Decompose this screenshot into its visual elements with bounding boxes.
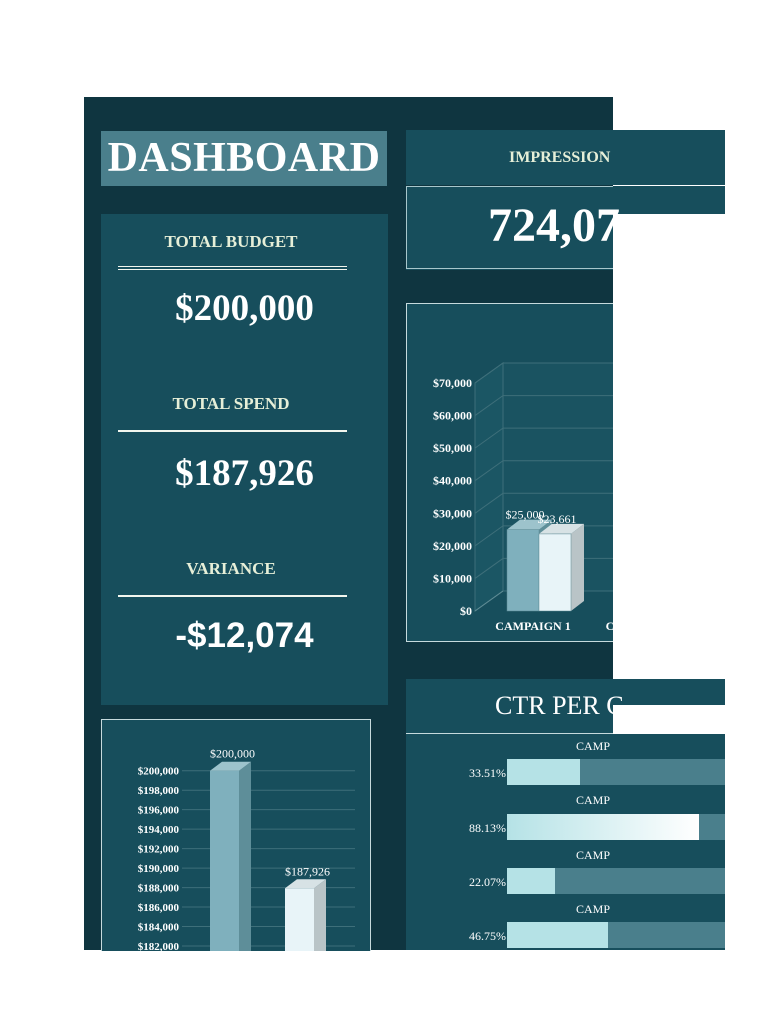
chart-bar <box>210 770 239 956</box>
ctr-row-label: CAMP <box>576 902 611 916</box>
budget-vs-spend-chart: $200,000 $198,000 $196,000 $194,000 $192,000… <box>101 719 371 956</box>
chart-y-tick-label: $198,000 <box>138 785 180 797</box>
chart-bar-top <box>539 523 584 534</box>
total-spend-value: $187,926 <box>175 453 314 494</box>
chart-gridline <box>474 492 614 514</box>
ctr-bar-track <box>507 814 725 840</box>
chart-bar <box>285 888 314 956</box>
ctr-row-percent: 22.07% <box>469 875 506 889</box>
ctr-row-percent: 88.13% <box>469 821 506 835</box>
ctr-bar-fill <box>507 922 608 948</box>
chart-gridline <box>474 395 614 416</box>
chart-y-tick-label: $194,000 <box>138 824 180 836</box>
page-edge <box>613 270 768 679</box>
ctr-title: CTR PER C <box>495 691 624 720</box>
chart-y-tick-label: $182,000 <box>138 941 180 951</box>
chart-bar-top <box>285 879 326 889</box>
chart-y-tick-label: $190,000 <box>138 863 180 875</box>
chart-y-tick-label: $10,000 <box>433 571 472 585</box>
chart-gridline <box>474 460 614 482</box>
chart-y-tick-label: $60,000 <box>433 409 472 423</box>
chart-y-tick-label: $20,000 <box>433 539 472 553</box>
chart-y-tick-label: $50,000 <box>433 441 472 455</box>
impressions-label: IMPRESSION <box>509 149 611 166</box>
chart-gridline <box>474 427 614 449</box>
chart-bar-top <box>210 761 251 771</box>
ctr-bar-fill <box>507 759 580 785</box>
chart-y-tick-label: $200,000 <box>138 766 180 778</box>
chart-data-label: $25,000 <box>506 508 545 522</box>
impressions-header: IMPRESSION <box>406 130 725 185</box>
impressions-frame <box>406 186 613 269</box>
chart-y-tick-label: $70,000 <box>433 376 472 390</box>
chart-bar-top <box>507 519 552 530</box>
kpi-panel: TOTAL BUDGET $200,000 TOTAL SPEND $187,9… <box>101 214 388 705</box>
page-edge <box>613 705 768 734</box>
chart-y-tick-label: $196,000 <box>138 805 180 817</box>
chart-data-label: $187,926 <box>285 864 330 878</box>
variance-value: -$12,074 <box>175 616 314 655</box>
total-spend-label: TOTAL SPEND <box>172 394 290 413</box>
total-budget-rule <box>118 266 347 270</box>
chart-bar-side <box>239 761 251 956</box>
chart-bar-side <box>571 523 584 611</box>
chart-bar-side <box>314 879 326 956</box>
chart-y-tick-label: $0 <box>460 604 472 618</box>
total-budget-value: $200,000 <box>175 288 314 329</box>
campaign-spend-chart: $70,000 $60,000 $50,000 $40,000 $30,000 $20,0… <box>406 303 615 642</box>
ctr-bar-fill <box>507 814 699 840</box>
ctr-row-label: CAMP <box>576 848 611 862</box>
chart-y-tick-label: $186,000 <box>138 902 180 914</box>
ctr-row-label: CAMP <box>576 739 611 753</box>
ctr-row-label: CAMP <box>576 793 611 807</box>
chart-axis <box>474 590 504 612</box>
chart-bar <box>538 533 572 612</box>
ctr-bar-fill <box>507 868 555 894</box>
ctr-row-percent: 33.51% <box>469 766 506 780</box>
total-spend-rule <box>118 430 347 432</box>
chart-y-tick-label: $188,000 <box>138 883 180 895</box>
ctr-bar-track <box>507 759 725 785</box>
variance-label: VARIANCE <box>186 559 276 578</box>
chart-y-tick-label: $30,000 <box>433 506 472 520</box>
chart-side-wall <box>474 362 504 612</box>
chart-x-tick-label: CAMPAIGN 1 <box>495 619 570 633</box>
chart-y-tick-label: $192,000 <box>138 844 180 856</box>
chart-x-tick-label: C <box>606 619 614 633</box>
chart-y-tick-label: $40,000 <box>433 474 472 488</box>
impressions-value: 724,07 <box>488 199 620 252</box>
campaign-spend-chart-svg: $70,000 $60,000 $50,000 $40,000 $30,000 $20,0… <box>433 362 615 633</box>
chart-data-label: $200,000 <box>210 747 255 761</box>
chart-y-tick-label: $184,000 <box>138 922 180 934</box>
ctr-bar-track <box>507 868 725 894</box>
variance-rule <box>118 595 347 597</box>
ctr-bar-track <box>507 922 725 948</box>
chart-data-label: $23,661 <box>538 512 577 526</box>
total-budget-label: TOTAL BUDGET <box>164 232 298 251</box>
ctr-row-percent: 46.75% <box>469 929 506 943</box>
ctr-panel: CAMP 33.51% CAMP 88.13% CAMP 22.07% CAMP… <box>406 734 725 950</box>
budget-vs-spend-chart-svg: $200,000 $198,000 $196,000 $194,000 $192,000… <box>138 747 355 956</box>
chart-gridline <box>474 362 614 384</box>
dashboard-title: DASHBOARD <box>101 131 387 186</box>
chart-bar <box>506 529 540 612</box>
